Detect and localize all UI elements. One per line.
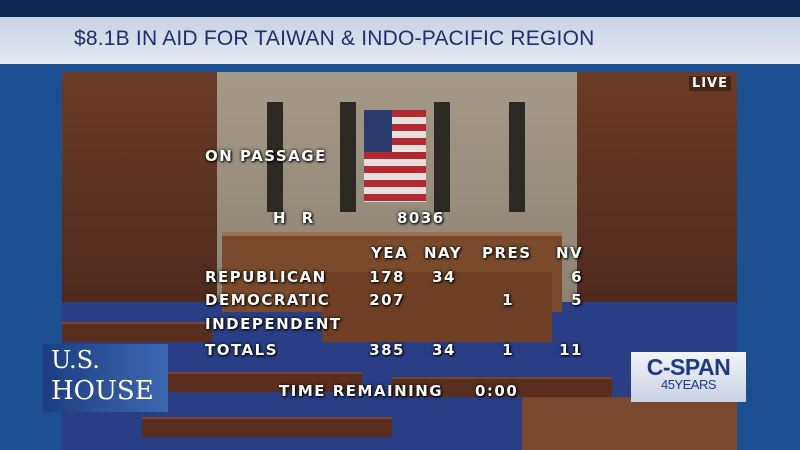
pres-count: 1 <box>502 291 514 309</box>
party-label: REPUBLICAN <box>205 268 327 286</box>
nay-count: 34 <box>432 268 456 286</box>
party-label: DEMOCRATIC <box>205 291 331 309</box>
desk <box>522 397 737 450</box>
column <box>267 102 283 212</box>
column-pres: PRES <box>482 244 532 262</box>
cspan-years: 45YEARS <box>660 377 717 392</box>
column-nay: NAY <box>424 244 463 262</box>
yea-count: 207 <box>369 291 405 309</box>
cspan-logo: C-SPAN 45YEARS <box>631 352 746 402</box>
yea-count: 178 <box>369 268 405 286</box>
bench <box>62 322 212 342</box>
yea-count: 385 <box>369 341 405 359</box>
cspan-name: C-SPAN <box>646 354 731 380</box>
nv-count: 6 <box>571 268 583 286</box>
nay-count: 34 <box>432 341 456 359</box>
chamber-wall-left <box>62 72 217 302</box>
column <box>340 102 356 212</box>
column <box>509 102 525 212</box>
nv-count: 5 <box>571 291 583 309</box>
column-yea: YEA <box>371 244 409 262</box>
bench <box>162 372 362 392</box>
bill-number: 8036 <box>397 209 445 227</box>
vote-heading: ON PASSAGE <box>205 147 327 165</box>
headline-banner: $8.1B IN AID FOR TAIWAN & INDO-PACIFIC R… <box>0 17 800 64</box>
nv-count: 11 <box>559 341 583 359</box>
party-label: INDEPENDENT <box>205 315 342 333</box>
column <box>434 102 450 212</box>
us-house-logo: U.S. HOUSE <box>43 344 168 412</box>
top-band <box>0 0 800 17</box>
house-logo-line2: HOUSE <box>51 376 154 406</box>
video-feed: LIVE <box>62 72 737 450</box>
chamber-wall-right <box>577 72 737 302</box>
bench <box>392 377 612 397</box>
bench <box>142 417 392 437</box>
time-remaining-value: 0:00 <box>475 382 519 400</box>
party-label: TOTALS <box>205 341 279 359</box>
time-remaining-label: TIME REMAINING <box>279 382 444 400</box>
live-indicator: LIVE <box>688 76 731 91</box>
column-nv: NV <box>556 244 584 262</box>
us-flag <box>364 110 426 202</box>
house-logo-line1: U.S. <box>51 346 100 374</box>
headline-text: $8.1B IN AID FOR TAIWAN & INDO-PACIFIC R… <box>74 27 595 50</box>
pres-count: 1 <box>502 341 514 359</box>
bill-prefix: H R <box>273 209 315 227</box>
clerk-desk <box>322 272 552 342</box>
